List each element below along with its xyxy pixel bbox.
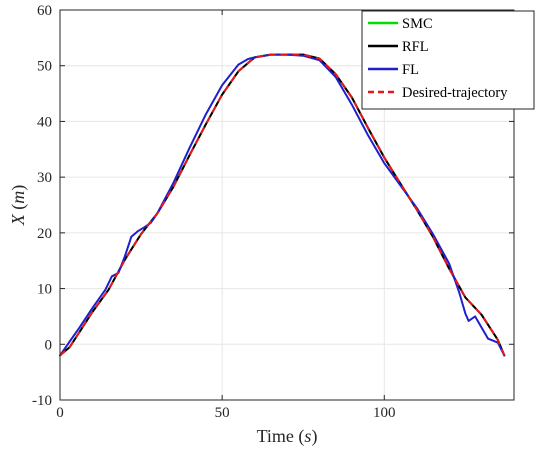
x-axis-label: Time (s) bbox=[257, 426, 318, 447]
x-tick-label: 100 bbox=[373, 405, 396, 421]
legend-label-rfl: RFL bbox=[402, 39, 429, 55]
y-tick-label: 30 bbox=[37, 170, 52, 186]
legend: SMC RFL FL Desired-trajectory bbox=[361, 10, 535, 110]
x-tick-label: 0 bbox=[56, 405, 64, 421]
y-tick-label: 60 bbox=[37, 3, 52, 19]
y-tick-label: 50 bbox=[37, 59, 52, 75]
plot-area bbox=[59, 53, 506, 357]
y-tick-label: 10 bbox=[37, 282, 52, 298]
axes-box bbox=[59, 9, 515, 401]
x-tick-label: 50 bbox=[215, 405, 230, 421]
y-tick-label: 0 bbox=[45, 337, 53, 353]
y-tick-label: 20 bbox=[37, 226, 52, 242]
legend-label-smc: SMC bbox=[402, 16, 433, 32]
legend-label-fl: FL bbox=[402, 62, 419, 78]
y-tick-label: -10 bbox=[32, 393, 52, 409]
series-line-desired-trajectory bbox=[59, 53, 506, 357]
y-axis-label: X (m) bbox=[8, 185, 29, 227]
y-tick-label: 40 bbox=[37, 114, 52, 130]
legend-label-desired-trajectory: Desired-trajectory bbox=[402, 85, 508, 101]
